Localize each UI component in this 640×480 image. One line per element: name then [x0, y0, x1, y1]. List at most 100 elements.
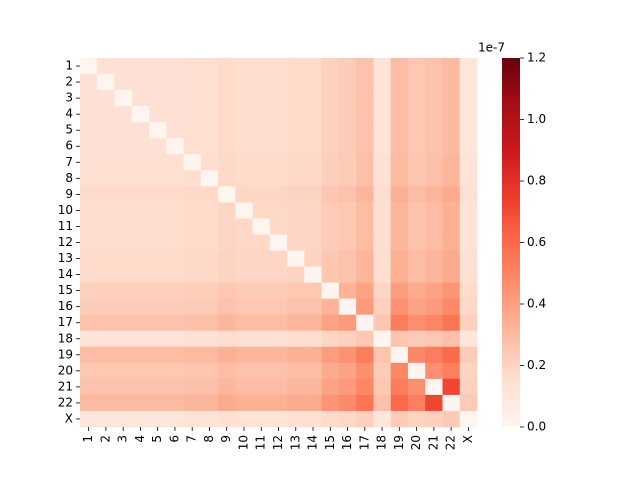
heatmap-cell [321, 410, 340, 428]
heatmap-cell [338, 394, 357, 412]
heatmap-cell [321, 138, 340, 155]
heatmap-cell [80, 170, 98, 187]
heatmap-cell [373, 410, 392, 428]
heatmap-cell [114, 106, 133, 123]
heatmap-cell [235, 282, 254, 300]
heatmap-cell [407, 346, 426, 364]
heatmap-cell [149, 298, 167, 316]
heatmap-cell [425, 250, 443, 267]
heatmap-cell [131, 330, 150, 348]
heatmap-cell [252, 298, 271, 316]
colorbar-tick-label: 0.4 [527, 297, 546, 311]
heatmap-cell [183, 170, 202, 187]
heatmap-cell [304, 410, 323, 428]
y-tick-label: 9 [65, 187, 73, 201]
heatmap-cell [183, 330, 202, 348]
heatmap-cell [459, 298, 478, 316]
heatmap-cell [321, 378, 340, 396]
heatmap-cell [407, 106, 426, 123]
x-tick-label: 3 [116, 435, 130, 443]
heatmap-cell [235, 234, 254, 251]
heatmap-cell [338, 154, 357, 171]
heatmap-cell [114, 394, 133, 412]
heatmap-cell [235, 330, 254, 348]
heatmap-cell [218, 170, 236, 187]
heatmap-cell [114, 122, 133, 139]
heatmap-cell [97, 90, 115, 107]
heatmap-cell [269, 298, 288, 316]
heatmap-cell [252, 186, 271, 203]
heatmap-cell [149, 90, 167, 107]
heatmap-cell [373, 314, 392, 332]
x-tick-label: 4 [133, 435, 147, 443]
heatmap-cell [200, 106, 219, 123]
heatmap-cell [287, 362, 305, 380]
heatmap-cell [373, 218, 392, 235]
heatmap-cell [131, 282, 150, 300]
heatmap-cell [338, 282, 357, 300]
colorbar-tick-label: 0.2 [527, 358, 546, 372]
heatmap-cell [338, 410, 357, 428]
heatmap-cell [287, 410, 305, 428]
heatmap-cell [390, 250, 409, 267]
heatmap-cell [304, 282, 323, 300]
heatmap-cell [114, 234, 133, 251]
heatmap-cell [390, 314, 409, 332]
heatmap-cell [218, 154, 236, 171]
x-tick-label: 2 [98, 435, 112, 443]
heatmap-cell [338, 266, 357, 284]
heatmap-cell [321, 314, 340, 332]
y-tick-label: 19 [58, 347, 73, 361]
heatmap-cell [80, 202, 98, 219]
heatmap-cell [269, 410, 288, 428]
heatmap-cell [200, 218, 219, 235]
heatmap-cell [304, 202, 323, 219]
heatmap-cell [235, 58, 254, 75]
heatmap-cell [166, 394, 184, 412]
x-tick-label: 21 [426, 435, 440, 450]
heatmap-cell [321, 394, 340, 412]
heatmap-cell [269, 250, 288, 267]
heatmap-cell [459, 186, 478, 203]
heatmap-cell [304, 330, 323, 348]
heatmap-cell [200, 234, 219, 251]
heatmap-cell [407, 90, 426, 107]
heatmap-cell [459, 154, 478, 171]
heatmap-cell [252, 314, 271, 332]
heatmap-cell [321, 202, 340, 219]
heatmap-cell [235, 250, 254, 267]
heatmap-cell [252, 218, 271, 235]
heatmap-cell [390, 362, 409, 380]
heatmap-cell [304, 346, 323, 364]
heatmap-cell [80, 314, 98, 332]
heatmap-cell [131, 250, 150, 267]
heatmap-cell [235, 410, 254, 428]
y-tick-label: 8 [65, 171, 73, 185]
y-tick-label: 15 [58, 283, 73, 297]
heatmap-cell [356, 74, 374, 91]
heatmap-cell [183, 410, 202, 428]
heatmap-cell [304, 90, 323, 107]
heatmap-cell [252, 106, 271, 123]
heatmap-cell [373, 138, 392, 155]
heatmap-cell [183, 266, 202, 284]
heatmap-cell [114, 282, 133, 300]
x-tick-label: 11 [254, 435, 268, 450]
heatmap-cell [131, 410, 150, 428]
heatmap-cell [287, 266, 305, 284]
heatmap-cell [235, 394, 254, 412]
heatmap-cell [149, 362, 167, 380]
heatmap-cell [166, 74, 184, 91]
x-tick-label: 22 [444, 435, 458, 450]
heatmap-cell [390, 74, 409, 91]
heatmap-cell [459, 170, 478, 187]
heatmap-cell [321, 234, 340, 251]
heatmap-cell [373, 298, 392, 316]
heatmap-cell [304, 170, 323, 187]
heatmap-cell [373, 394, 392, 412]
heatmap-cell [304, 250, 323, 267]
heatmap-cell [252, 58, 271, 75]
heatmap-cell [218, 362, 236, 380]
heatmap-cell [356, 122, 374, 139]
heatmap-cell [200, 122, 219, 139]
